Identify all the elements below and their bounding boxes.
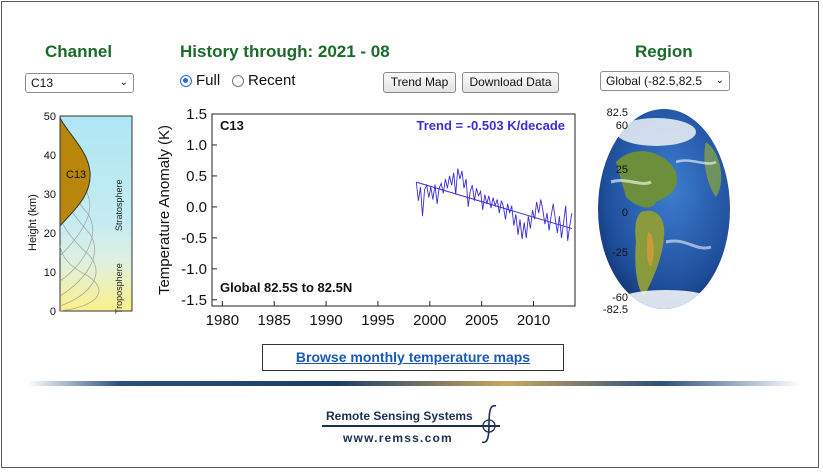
x-tick-label: 2000 bbox=[413, 312, 446, 329]
latitude-label: 0 bbox=[622, 207, 628, 219]
y-tick-label: -1.5 bbox=[181, 292, 207, 309]
integral-logo-icon bbox=[481, 404, 497, 444]
stratosphere-label: Stratosphere bbox=[114, 179, 124, 231]
rss-logo-rule bbox=[322, 425, 500, 427]
history-heading: History through: 2021 - 08 bbox=[180, 42, 390, 61]
full-radio[interactable]: Full bbox=[180, 72, 220, 89]
chevron-down-icon: ⌄ bbox=[119, 77, 128, 88]
globe-latitude-labels: 82.5 60 25 0 -25 -60 -82.5 bbox=[603, 107, 628, 316]
x-tick-label: 1985 bbox=[258, 312, 291, 329]
rss-website-link[interactable]: www.remss.com bbox=[343, 431, 453, 445]
radio-selected-icon bbox=[180, 74, 192, 87]
profile-ticks: 0 10 20 30 40 50 bbox=[44, 111, 56, 318]
latitude-label: -60 bbox=[612, 292, 628, 304]
y-tick-label: 1.5 bbox=[186, 106, 207, 123]
download-data-button[interactable]: Download Data bbox=[462, 72, 559, 93]
full-radio-label: Full bbox=[196, 72, 221, 89]
latitude-label: -25 bbox=[612, 247, 628, 259]
c13-weighting-function bbox=[59, 116, 91, 228]
footer-divider bbox=[28, 381, 800, 386]
browse-monthly-maps-link[interactable]: Browse monthly temperature maps bbox=[262, 344, 564, 371]
recent-radio-label: Recent bbox=[248, 72, 296, 89]
latitude-label: 82.5 bbox=[607, 107, 628, 119]
x-tick-label: 1995 bbox=[361, 312, 394, 329]
radio-unselected-icon bbox=[232, 74, 244, 87]
channel-heading: Channel bbox=[45, 42, 113, 61]
profile-tick: 20 bbox=[44, 228, 56, 240]
region-select[interactable]: Global (-82.5,82.5 ⌄ bbox=[600, 71, 730, 91]
profile-tick: 10 bbox=[44, 267, 56, 279]
rss-logo-name: Remote Sensing Systems bbox=[326, 409, 473, 423]
profile-channel-label: C13 bbox=[66, 169, 86, 181]
channel-select-value: C13 bbox=[31, 76, 54, 90]
temperature-anomaly-chart: 1980 1985 1990 1995 2000 2005 2010 1.5 1.0 0.5 0.0… bbox=[156, 106, 576, 329]
trend-map-button[interactable]: Trend Map bbox=[383, 72, 456, 93]
x-tick-label: 1980 bbox=[206, 312, 239, 329]
recent-radio[interactable]: Recent bbox=[232, 72, 296, 89]
globe-map: 82.5 60 25 0 -25 -60 -82.5 bbox=[598, 107, 730, 316]
profile-tick: 0 bbox=[50, 306, 56, 318]
region-label: Global 82.5S to 82.5N bbox=[220, 280, 352, 295]
profile-tick: 40 bbox=[44, 150, 56, 162]
profile-tick: 50 bbox=[44, 111, 56, 123]
y-tick-label: -1.0 bbox=[181, 261, 207, 278]
trend-line bbox=[416, 181, 573, 230]
profile-y-label: Height (km) bbox=[27, 194, 39, 251]
trend-label: Trend = -0.503 K/decade bbox=[417, 118, 565, 133]
latitude-label: 25 bbox=[616, 164, 628, 176]
troposphere-label: Troposphere bbox=[114, 263, 124, 314]
y-tick-label: 0.5 bbox=[186, 168, 207, 185]
y-tick-label: 1.0 bbox=[186, 137, 207, 154]
latitude-label: -82.5 bbox=[603, 304, 628, 316]
region-select-value: Global (-82.5,82.5 bbox=[606, 74, 703, 88]
plot-area bbox=[211, 113, 576, 307]
anomaly-series-line bbox=[415, 168, 573, 242]
chevron-down-icon: ⌄ bbox=[715, 75, 724, 86]
height-profile: C13 Stratosphere Troposphere 0 10 20 30 … bbox=[27, 111, 133, 318]
y-tick-label: 0.0 bbox=[186, 199, 207, 216]
chart-channel-label: C13 bbox=[220, 118, 244, 133]
channel-select[interactable]: C13 ⌄ bbox=[25, 73, 134, 93]
y-tick-label: -0.5 bbox=[181, 230, 207, 247]
x-tick-label: 1990 bbox=[309, 312, 342, 329]
x-tick-label: 2010 bbox=[517, 312, 550, 329]
latitude-label: 60 bbox=[616, 120, 628, 132]
x-tick-label: 2005 bbox=[465, 312, 498, 329]
y-axis-label: Temperature Anomaly (K) bbox=[156, 125, 173, 295]
region-heading: Region bbox=[635, 42, 693, 61]
profile-tick: 30 bbox=[44, 189, 56, 201]
